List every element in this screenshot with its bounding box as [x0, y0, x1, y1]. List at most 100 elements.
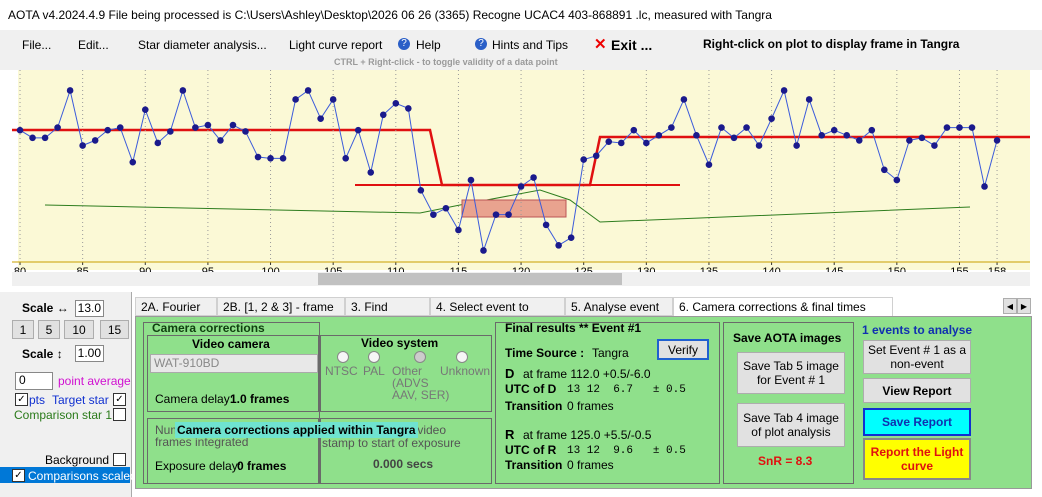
- data-point: [580, 156, 587, 163]
- exit-icon: ✕: [594, 36, 607, 53]
- radio[interactable]: [368, 351, 380, 363]
- data-point: [843, 131, 851, 139]
- save-report-button[interactable]: Save Report: [863, 408, 971, 436]
- utc-r-label: UTC of R: [505, 443, 557, 457]
- camera-combo[interactable]: WAT-910BD: [150, 354, 318, 373]
- data-point: [818, 131, 825, 139]
- menu-item[interactable]: Star diameter analysis...: [138, 38, 267, 52]
- checkbox[interactable]: ✓: [12, 469, 25, 482]
- scale-h-input[interactable]: 13.0: [75, 300, 104, 317]
- data-point: [906, 137, 913, 144]
- tab-scroll-left[interactable]: ◀: [1003, 298, 1017, 314]
- plot-hint: Right-click on plot to display frame in …: [703, 37, 960, 51]
- data-point: [66, 87, 74, 94]
- r-frame: at frame 125.0 +5.5/-0.5: [523, 428, 652, 442]
- data-point: [79, 142, 86, 149]
- help-icon: ?: [398, 38, 410, 50]
- radio[interactable]: [456, 351, 468, 363]
- radio[interactable]: [414, 351, 426, 363]
- background-label: Background: [45, 453, 110, 467]
- exposure-box: [147, 418, 319, 484]
- checkbox[interactable]: [113, 408, 126, 421]
- data-point: [141, 106, 149, 113]
- save-tab5-button[interactable]: Save Tab 5 image for Event # 1: [737, 352, 845, 394]
- frames-label: frames integrated: [155, 435, 249, 449]
- scale-v-input[interactable]: 1.00: [75, 345, 104, 362]
- target-prefix: pts: [29, 393, 46, 407]
- tab[interactable]: 2B. [1, 2 & 3] - frame test: [217, 297, 345, 333]
- d-transition: 0 frames: [567, 399, 614, 413]
- r-transition: 0 frames: [567, 458, 614, 472]
- data-point: [605, 138, 613, 145]
- data-point: [167, 128, 174, 135]
- data-point: [743, 124, 750, 131]
- menu-item[interactable]: Exit ...: [611, 37, 653, 53]
- scaled-label: Comparisons scaled: [28, 469, 137, 483]
- plot-subhint: CTRL + Right-click - to toggle validity …: [334, 57, 558, 67]
- data-point: [16, 126, 24, 134]
- events-count: 1 events to analyse: [862, 323, 973, 337]
- tab[interactable]: 4. Select event to analyse: [430, 297, 565, 333]
- data-point: [718, 124, 725, 131]
- data-point: [430, 211, 437, 218]
- menu-item[interactable]: Light curve report: [289, 38, 383, 52]
- data-point: [855, 137, 863, 144]
- tab[interactable]: 3. Find events: [345, 297, 430, 333]
- utc-d: 13 12 6.7 ± 0.5: [567, 384, 686, 396]
- data-point: [467, 176, 475, 184]
- checkbox[interactable]: ✓: [113, 393, 126, 406]
- radio-label: Unknown: [440, 364, 491, 378]
- data-point: [668, 124, 675, 131]
- delay-label: Camera delay:: [155, 392, 234, 406]
- save-box: [723, 322, 854, 484]
- average-combo[interactable]: 0: [15, 372, 53, 390]
- data-point: [868, 126, 876, 134]
- stamp-value: 0.000 secs: [373, 457, 434, 471]
- verify-button[interactable]: Verify: [657, 339, 709, 360]
- data-point: [555, 242, 562, 249]
- comparison-curve: [44, 189, 971, 223]
- report-curve-button[interactable]: Report the Light curve: [863, 438, 971, 480]
- radio-note: (ADVS: [392, 376, 429, 390]
- data-point: [379, 111, 387, 119]
- data-point: [154, 139, 162, 147]
- video-system-title: Video system: [361, 336, 439, 350]
- menu-bar: [0, 30, 1042, 70]
- tab[interactable]: 2A. Fourier plot: [135, 297, 217, 333]
- scale-button[interactable]: 1: [12, 320, 34, 339]
- radio[interactable]: [337, 351, 349, 363]
- tab[interactable]: 5. Analyse event #1: [565, 297, 673, 333]
- data-point: [405, 105, 412, 112]
- data-point: [342, 155, 349, 162]
- scale-button[interactable]: 10: [64, 320, 94, 339]
- save-title: Save AOTA images: [733, 331, 842, 345]
- video-camera-box: [147, 335, 319, 412]
- data-point: [455, 226, 462, 234]
- tab-scroll-right[interactable]: ▶: [1017, 298, 1031, 314]
- data-point: [655, 131, 663, 139]
- menu-item[interactable]: Edit...: [78, 38, 109, 52]
- scale-button[interactable]: 15: [100, 320, 129, 339]
- checkbox[interactable]: ✓: [15, 393, 28, 406]
- save-tab4-button[interactable]: Save Tab 4 image of plot analysis: [737, 403, 845, 447]
- d-label: D: [505, 366, 515, 381]
- tab-selected[interactable]: 6. Camera corrections & final times Even…: [673, 297, 893, 333]
- data-point: [217, 137, 224, 144]
- data-point: [329, 96, 337, 103]
- menu-item[interactable]: File...: [22, 38, 52, 52]
- view-report-button[interactable]: View Report: [863, 378, 971, 403]
- comparison-label: Comparison star 1: [14, 408, 113, 422]
- results-title: Final results ** Event #1: [505, 321, 642, 335]
- data-point: [317, 115, 324, 122]
- menu-item[interactable]: Help: [416, 38, 441, 52]
- menu-item[interactable]: Hints and Tips: [492, 38, 569, 52]
- scale-button[interactable]: 5: [38, 320, 60, 339]
- data-point: [680, 96, 688, 103]
- exposure-label: Exposure delay:: [155, 459, 242, 473]
- results-box: [495, 322, 720, 484]
- scroll-thumb[interactable]: [318, 273, 622, 285]
- non-event-button[interactable]: Set Event # 1 as a non-event: [863, 340, 971, 374]
- checkbox[interactable]: [113, 453, 126, 466]
- data-point: [780, 87, 788, 94]
